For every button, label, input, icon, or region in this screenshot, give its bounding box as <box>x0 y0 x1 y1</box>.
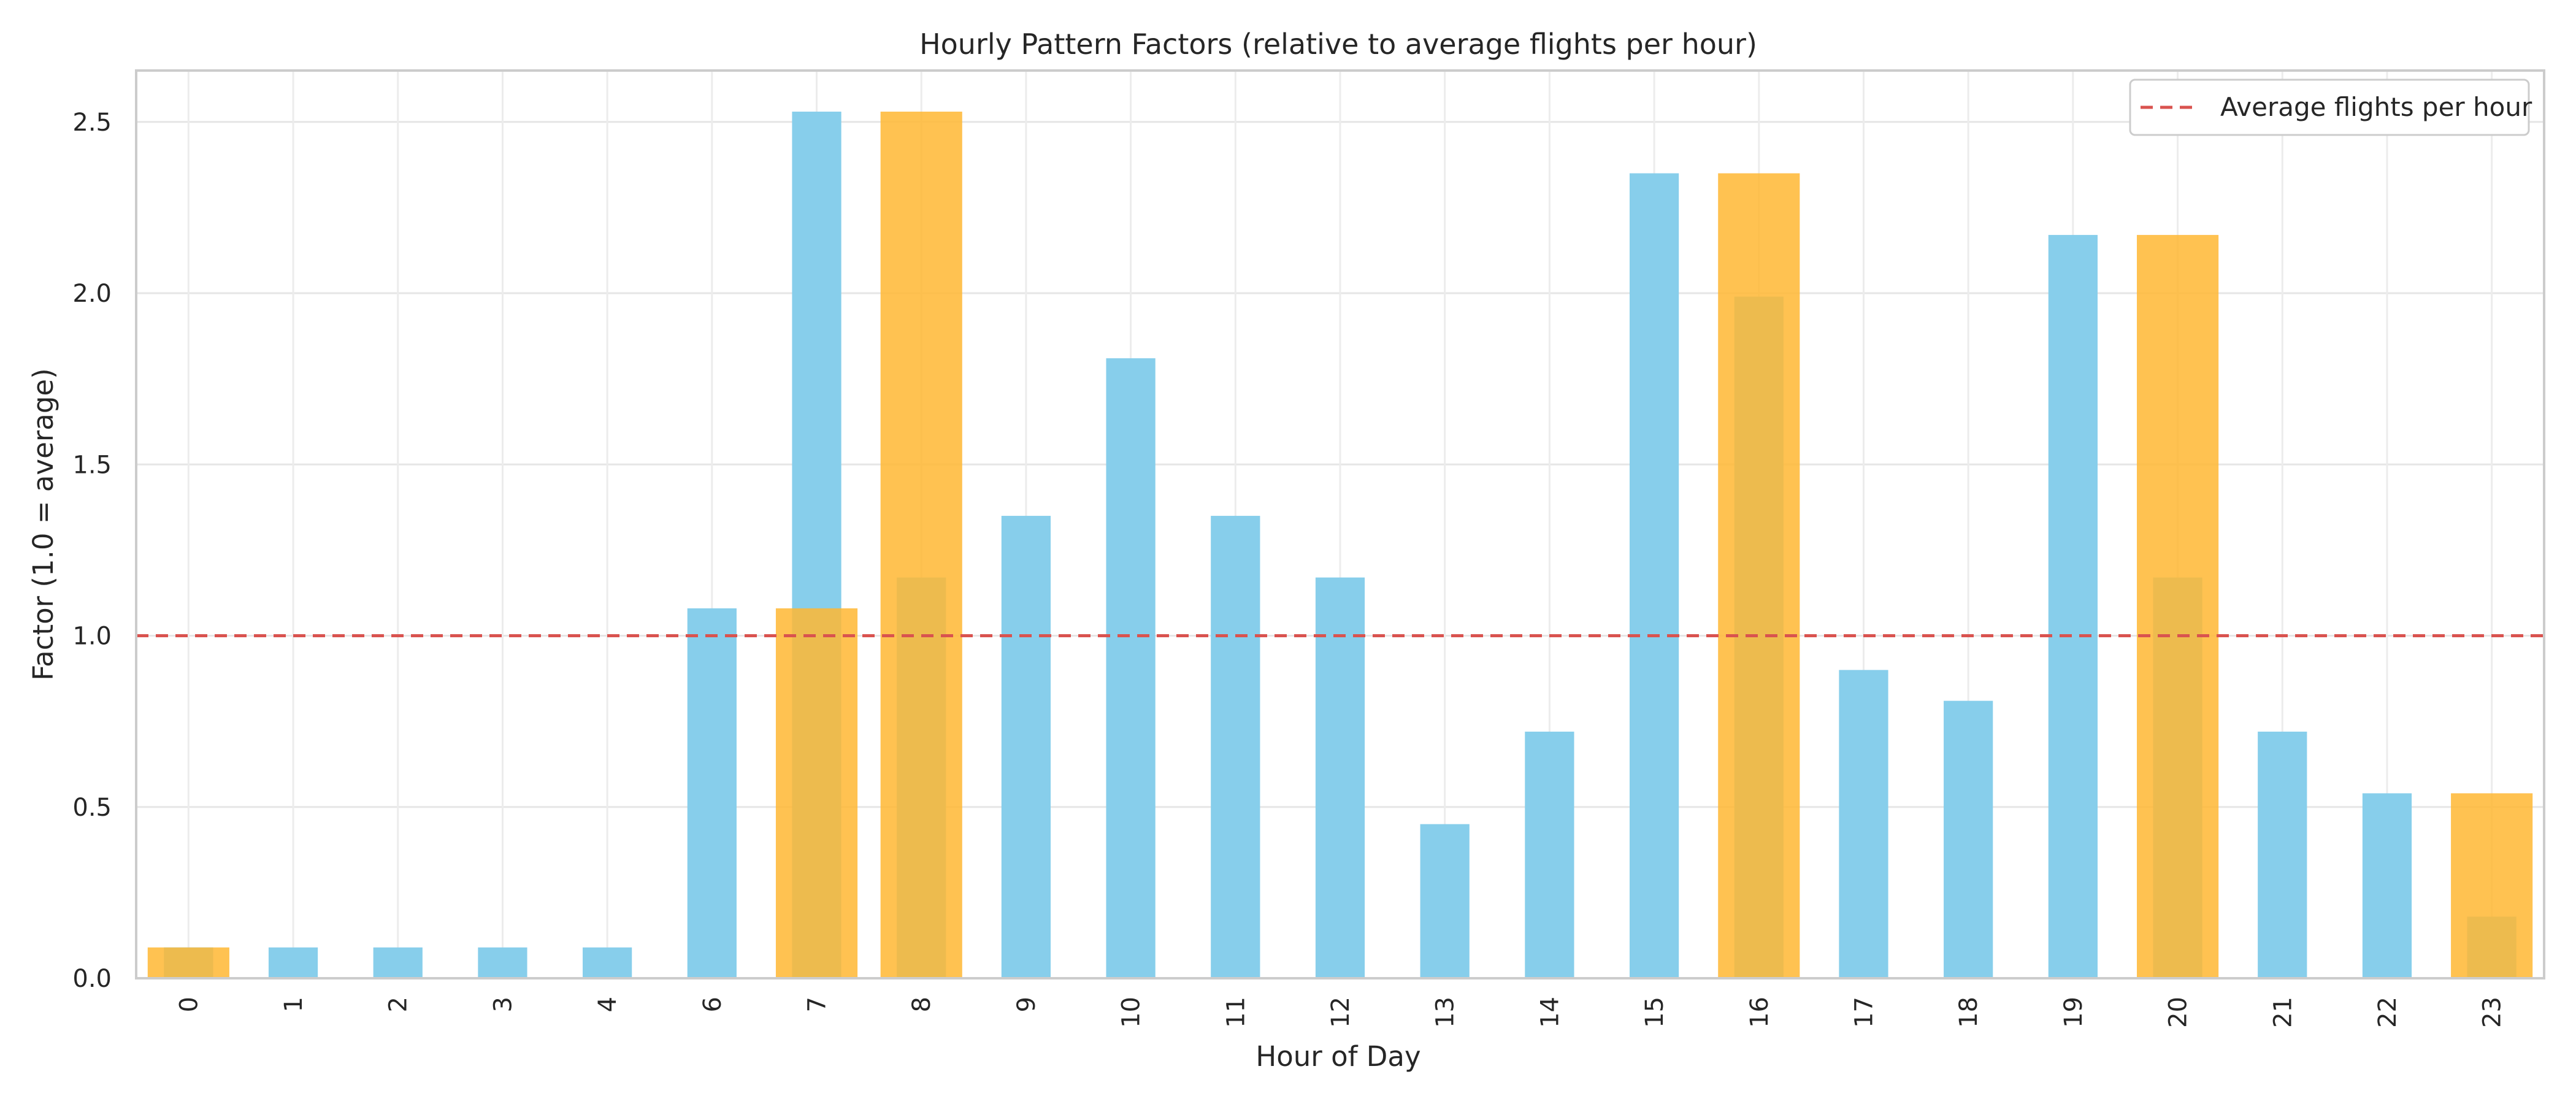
bar-series-1 <box>1315 577 1365 978</box>
x-tick-label: 9 <box>1013 997 1041 1012</box>
x-tick-label: 14 <box>1536 997 1564 1028</box>
y-tick-label: 2.0 <box>72 280 112 308</box>
bar-series-1 <box>268 947 318 978</box>
x-tick-label: 22 <box>2374 997 2402 1028</box>
series-orange-bars <box>147 112 2533 979</box>
bar-series-1 <box>2048 235 2098 979</box>
x-tick-label: 4 <box>594 997 622 1012</box>
bar-series-2 <box>880 112 962 978</box>
legend: Average flights per hour <box>2129 79 2532 136</box>
x-tick-label: 17 <box>1850 997 1878 1028</box>
x-tick-label: 16 <box>1746 997 1774 1028</box>
x-tick-label: 10 <box>1117 997 1146 1028</box>
x-tick-label: 0 <box>175 997 203 1012</box>
bar-series-1 <box>373 947 423 978</box>
x-tick-label: 23 <box>2478 997 2507 1028</box>
x-tick-label: 2 <box>385 997 413 1012</box>
x-tick-label: 1 <box>280 997 308 1012</box>
bar-series-2 <box>2136 235 2219 979</box>
bar-series-1 <box>1420 824 1470 978</box>
bar-series-1 <box>1839 670 1888 978</box>
legend-label: Average flights per hour <box>2220 92 2532 122</box>
x-tick-label: 11 <box>1222 997 1250 1028</box>
bar-series-1 <box>1001 516 1051 978</box>
x-tick-label: 18 <box>1955 997 1983 1028</box>
plot-frame <box>135 69 2545 979</box>
x-tick-label: 21 <box>2269 997 2297 1028</box>
y-tick-label: 1.0 <box>72 623 112 651</box>
x-tick-label: 7 <box>803 997 832 1012</box>
bar-series-1 <box>687 608 737 978</box>
x-tick-label: 12 <box>1327 997 1355 1028</box>
bar-series-1 <box>2258 731 2307 978</box>
bar-series-1 <box>1106 358 1156 978</box>
y-tick-label: 2.5 <box>72 109 112 137</box>
y-axis-label: Factor (1.0 = average) <box>27 368 59 680</box>
bar-series-2 <box>2451 793 2533 978</box>
x-axis-ticks: 0 1 2 3 4 6 7 8 9 10 11 12 13 14 15 16 17 18 19 20 21 22 23 <box>175 997 2506 1028</box>
x-tick-label: 15 <box>1641 997 1669 1028</box>
x-tick-label: 6 <box>699 997 727 1012</box>
bar-series-1 <box>1525 731 1574 978</box>
x-axis-label: Hour of Day <box>1255 1040 1420 1073</box>
bar-series-2 <box>775 608 858 978</box>
bar-series-1 <box>1629 173 1679 979</box>
bar-series-2 <box>1718 173 1800 979</box>
y-axis-ticks: 0.0 0.5 1.0 1.5 2.0 2.5 <box>72 109 112 993</box>
chart-title: Hourly Pattern Factors (relative to aver… <box>919 28 1757 61</box>
x-tick-label: 19 <box>2060 997 2088 1028</box>
y-tick-label: 1.5 <box>72 451 112 479</box>
y-tick-label: 0.0 <box>72 965 112 993</box>
bar-series-1 <box>478 947 527 978</box>
x-tick-label: 3 <box>489 997 517 1012</box>
bar-series-2 <box>147 947 229 978</box>
x-tick-label: 20 <box>2164 997 2193 1028</box>
bar-series-1 <box>583 947 632 978</box>
legend-box <box>2129 79 2530 136</box>
y-tick-label: 0.5 <box>72 794 112 822</box>
x-tick-label: 8 <box>908 997 936 1012</box>
bar-series-1 <box>1944 700 1993 978</box>
bar-series-1 <box>2362 793 2412 978</box>
series-blue-bars <box>164 112 2517 979</box>
x-tick-label: 13 <box>1432 997 1460 1028</box>
bar-series-1 <box>1211 516 1260 978</box>
